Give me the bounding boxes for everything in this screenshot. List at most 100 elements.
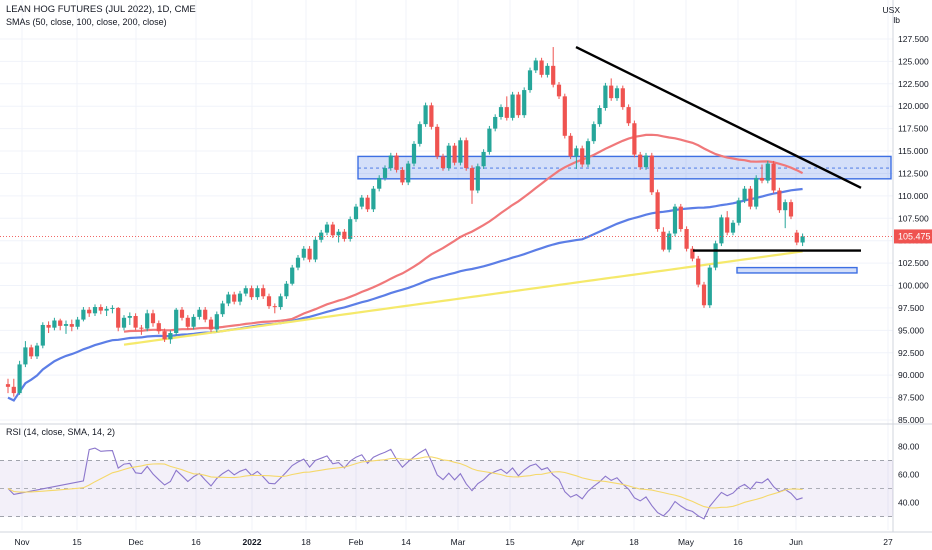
- candle-body: [701, 284, 707, 306]
- candle-body: [17, 364, 22, 394]
- price-tick-label: 90.000: [898, 370, 924, 380]
- candle-body: [348, 219, 353, 239]
- drawn-lines: [0, 45, 893, 252]
- candle-body: [52, 320, 57, 328]
- candle-body: [759, 177, 765, 181]
- price-tick-label: 95.000: [898, 325, 924, 335]
- candle-body: [690, 248, 695, 259]
- rsi-legend[interactable]: RSI (14, close, SMA, 14, 2): [6, 427, 116, 437]
- chart-title: LEAN HOG FUTURES (JUL 2022), 1D, CME: [6, 4, 196, 15]
- candle-body: [603, 85, 608, 108]
- sma-200-line: [123, 250, 803, 346]
- time-tick-label: Mar: [451, 537, 466, 547]
- time-tick-label: 15: [505, 537, 515, 547]
- currency-label: USX: [882, 5, 900, 15]
- resistance-zone: [357, 155, 892, 180]
- candle-body: [133, 316, 138, 328]
- candle-body: [191, 316, 196, 327]
- candle-body: [394, 155, 399, 170]
- candle-body: [295, 257, 301, 268]
- candle-body: [301, 248, 306, 258]
- candle-body: [150, 313, 156, 324]
- candle-body: [423, 105, 428, 125]
- candle-body: [145, 313, 150, 329]
- candle-body: [255, 288, 260, 298]
- candle-body: [672, 206, 678, 234]
- rsi-ma-line: [7, 456, 803, 509]
- candle-body: [754, 177, 759, 207]
- candle-body: [46, 324, 51, 328]
- time-tick-label: 27: [883, 537, 893, 547]
- rsi-pane: [0, 447, 893, 520]
- candle-body: [655, 192, 660, 230]
- candle-body: [139, 327, 144, 329]
- candle-body: [34, 345, 40, 357]
- candle-body: [475, 166, 480, 191]
- candle-body: [58, 320, 63, 326]
- candle-body: [104, 308, 109, 311]
- price-tick-label: 112.500: [898, 168, 928, 178]
- price-tick-label: 102.500: [898, 258, 929, 268]
- candle-body: [336, 231, 341, 236]
- price-tick-label: 122.500: [898, 79, 929, 89]
- price-tick-label: 107.500: [898, 213, 929, 223]
- candle-body: [156, 323, 161, 332]
- candle-body: [748, 188, 753, 207]
- candle-body: [516, 94, 521, 116]
- time-tick-label: May: [678, 537, 695, 547]
- candle-body: [290, 267, 295, 284]
- candle-body: [719, 217, 724, 244]
- rsi-tick-label: 40.00: [898, 498, 920, 508]
- candle-body: [75, 319, 80, 327]
- price-tick-label: 125.000: [898, 56, 929, 66]
- support-zone: [736, 266, 858, 274]
- sma-legend[interactable]: SMAs (50, close, 100, close, 200, close): [6, 17, 167, 27]
- candle-body: [707, 267, 712, 306]
- candle-body: [545, 65, 550, 75]
- candle-body: [203, 309, 208, 320]
- candle-body: [730, 222, 736, 233]
- candle-body: [5, 384, 11, 387]
- candle-body: [127, 316, 132, 318]
- candle-body: [232, 294, 237, 302]
- candle-body: [313, 239, 318, 260]
- candle-body: [777, 190, 782, 211]
- candle-body: [87, 309, 92, 314]
- trendline: [575, 45, 862, 189]
- time-tick-label: Feb: [349, 537, 364, 547]
- candle-body: [388, 155, 393, 169]
- candle-body: [800, 236, 805, 243]
- candle-body: [667, 233, 672, 250]
- price-tick-label: 115.000: [898, 146, 928, 156]
- candle-body: [406, 163, 411, 183]
- candle-body: [539, 60, 544, 75]
- grid: [0, 0, 932, 533]
- candle-body: [266, 296, 272, 307]
- candle-body: [40, 324, 45, 346]
- candle-body: [585, 141, 591, 165]
- candle-body: [678, 206, 683, 230]
- candle-body: [765, 163, 770, 181]
- candle-body: [574, 148, 579, 157]
- candle-body: [452, 145, 457, 163]
- candle-body: [168, 333, 173, 340]
- candle-body: [272, 306, 277, 308]
- time-tick-label: 15: [72, 537, 82, 547]
- candle-body: [284, 283, 289, 297]
- last-price-value: 105.475: [898, 231, 931, 241]
- sma-50-line: [123, 133, 804, 333]
- candle-body: [725, 217, 730, 233]
- candle-body: [469, 168, 475, 191]
- price-tick-label: 127.500: [898, 34, 929, 44]
- candle-body: [510, 94, 515, 118]
- candle-body: [214, 314, 219, 330]
- candle-body: [353, 206, 359, 220]
- candle-body: [69, 324, 74, 327]
- price-zones: [357, 155, 892, 274]
- candle-body: [580, 148, 585, 165]
- candle-body: [63, 324, 69, 326]
- price-tick-label: 87.500: [898, 393, 924, 403]
- candle-body: [237, 293, 243, 302]
- time-tick-label: Jun: [789, 537, 803, 547]
